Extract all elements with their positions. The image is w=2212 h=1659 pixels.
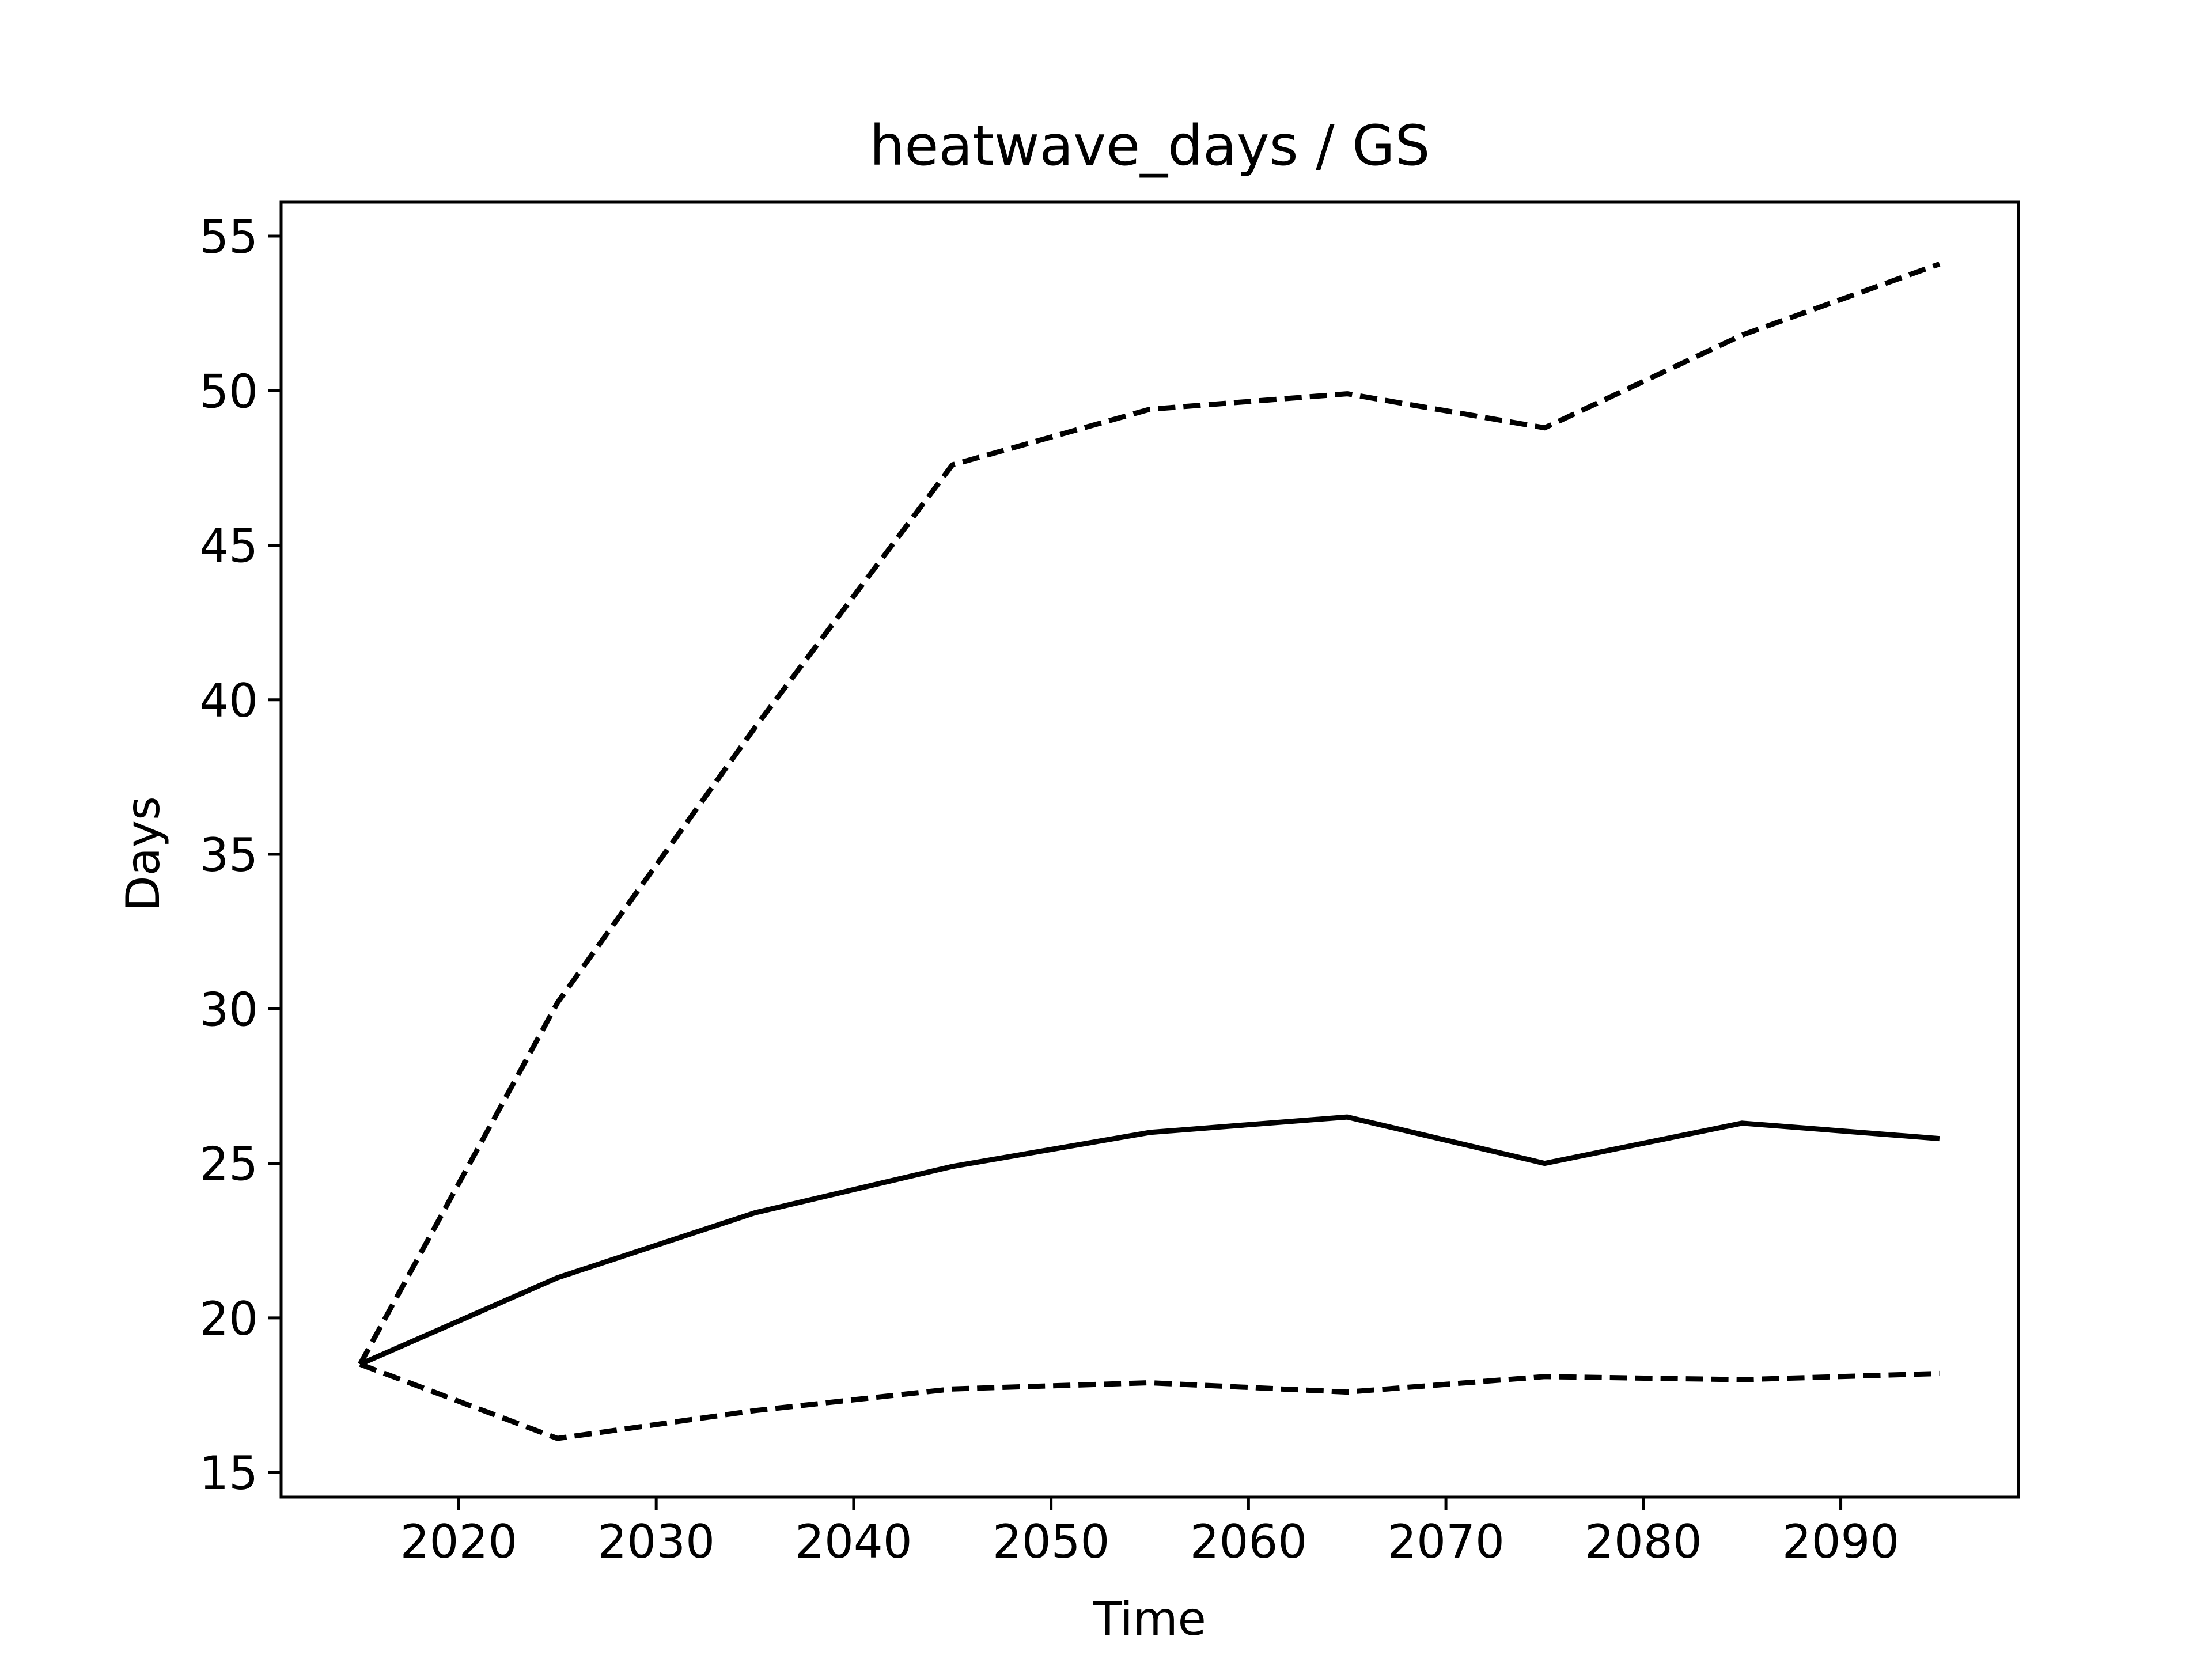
x-tick-label: 2020 <box>400 1515 518 1569</box>
series-line-1 <box>358 262 1941 1366</box>
y-tick-label: 35 <box>199 828 258 882</box>
axis-ticks: 2020 2030 2040 2050 2060 2070 2080 2090 15 20 25 30… <box>199 210 1899 1569</box>
series-line-3 <box>359 1362 1940 1441</box>
x-axis-label: Time <box>1093 1592 1206 1646</box>
series-lines <box>358 262 1941 1441</box>
x-tick-label: 2080 <box>1585 1515 1702 1569</box>
series-line-2 <box>359 1114 1940 1367</box>
y-tick-label: 20 <box>199 1292 258 1346</box>
plot-frame <box>279 200 2020 1499</box>
chart-title: heatwave_days / GS <box>870 113 1430 178</box>
x-tick-label: 2060 <box>1190 1515 1308 1569</box>
y-tick-label: 50 <box>199 365 258 418</box>
y-tick-label: 40 <box>199 674 258 728</box>
y-tick-label: 55 <box>199 210 258 264</box>
y-tick-label: 45 <box>199 520 258 573</box>
x-tick-label: 2040 <box>795 1515 912 1569</box>
x-tick-label: 2090 <box>1782 1515 1900 1569</box>
y-tick-label: 25 <box>199 1138 258 1191</box>
y-tick-label: 30 <box>199 983 258 1036</box>
y-tick-label: 15 <box>199 1446 258 1500</box>
x-tick-label: 2050 <box>993 1515 1110 1569</box>
x-tick-label: 2030 <box>597 1515 715 1569</box>
x-tick-label: 2070 <box>1387 1515 1505 1569</box>
y-axis-label: Days <box>116 796 170 911</box>
